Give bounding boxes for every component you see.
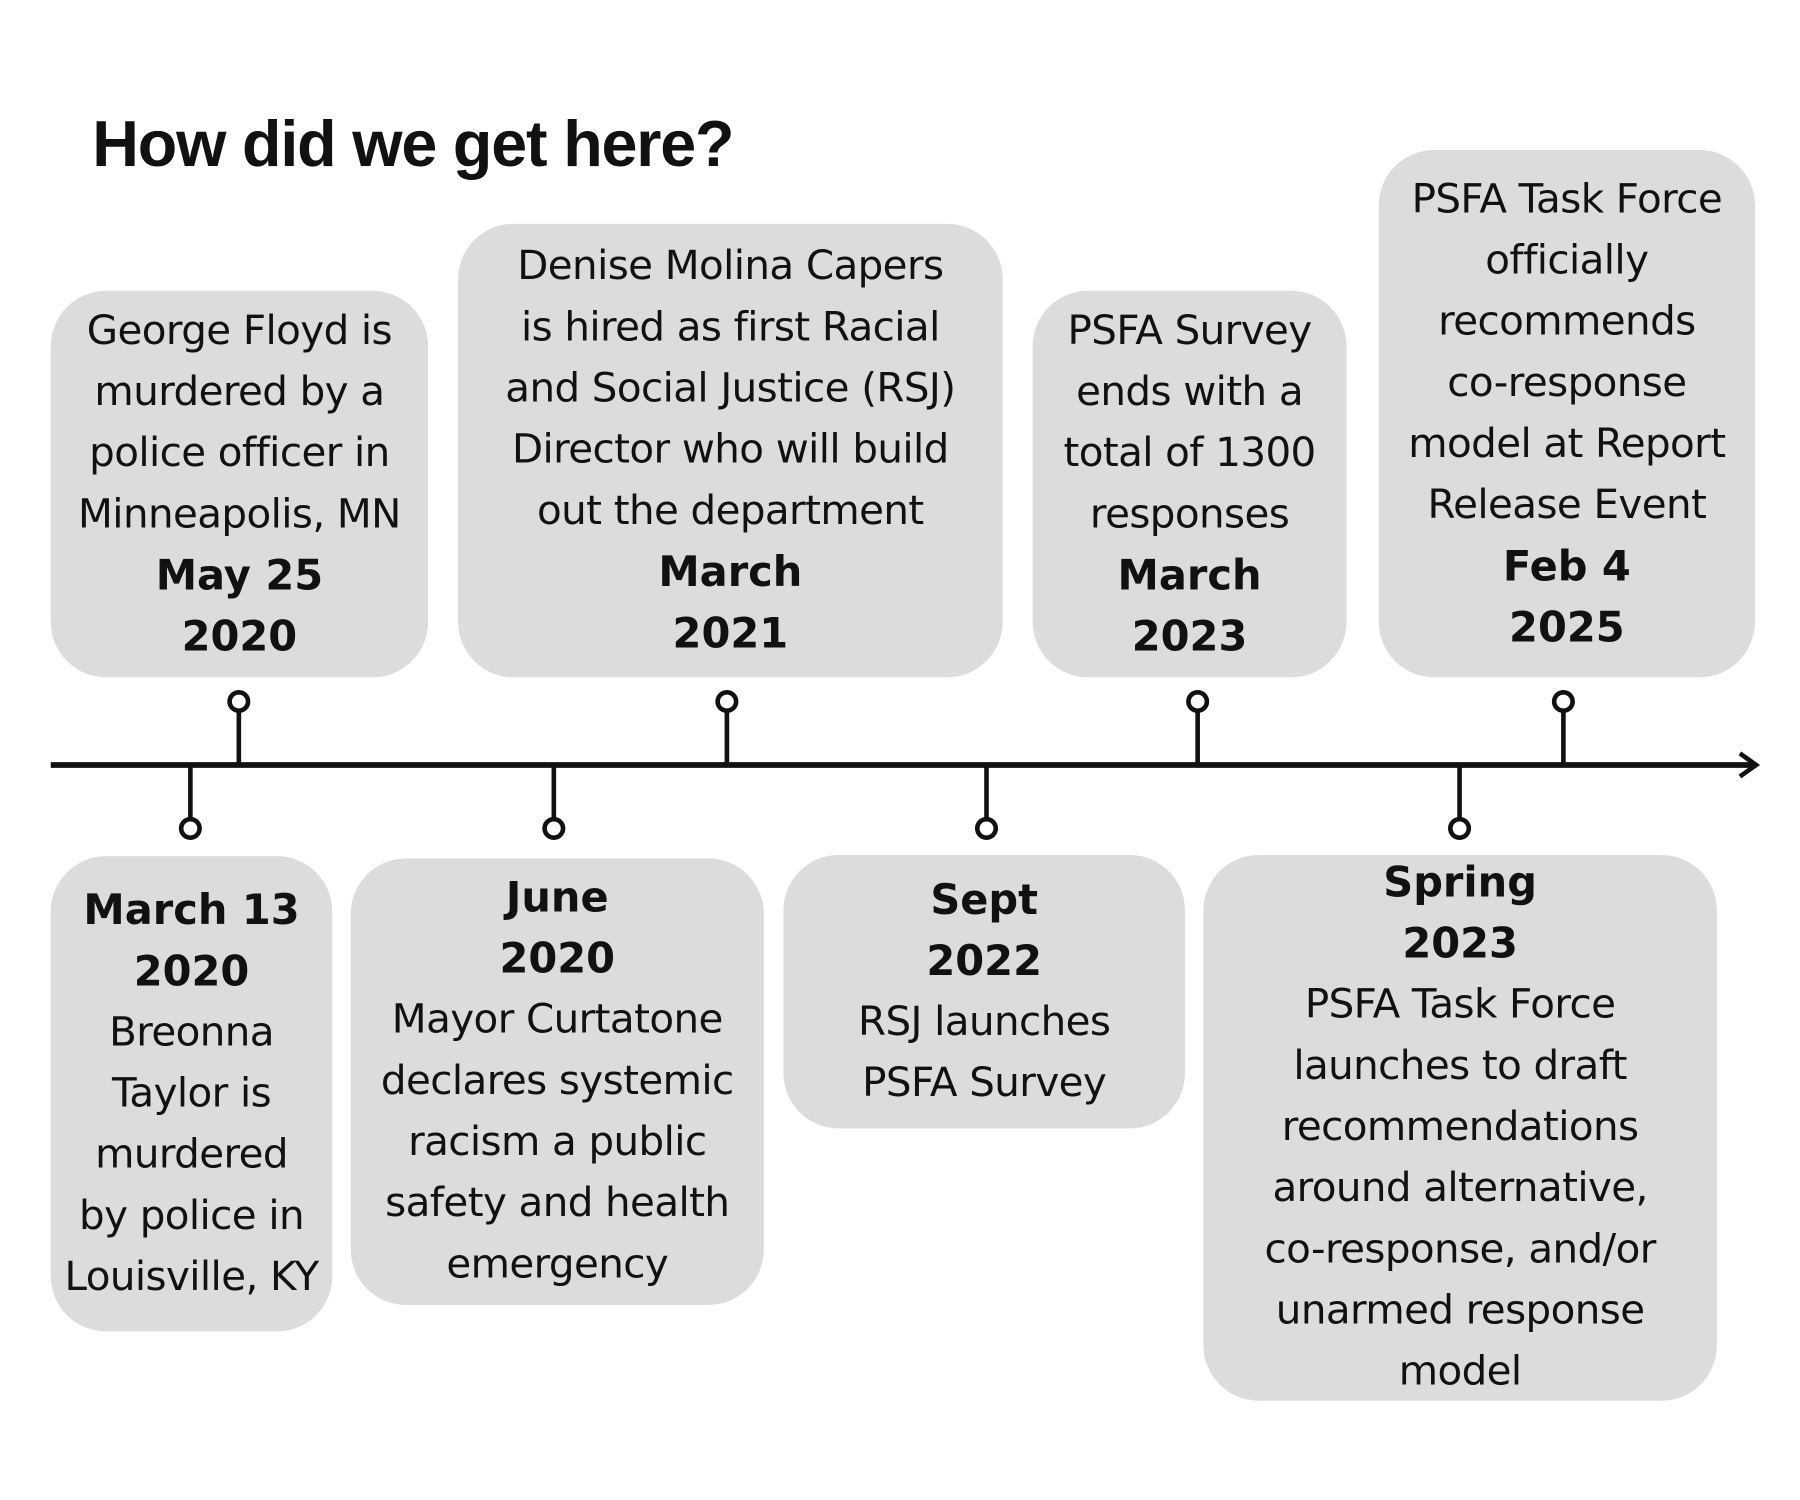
event-date: 2020	[181, 613, 298, 661]
event-date: 2022	[926, 937, 1042, 985]
event-description: officially	[1485, 237, 1649, 284]
event-date: 2025	[1509, 604, 1625, 652]
event-date: 2023	[1402, 920, 1518, 969]
event-card: Spring 2023 PSFA Task Force launches to dra…	[1203, 854, 1717, 1401]
marker-circle-icon	[1551, 689, 1575, 714]
event-description: by police in	[79, 1192, 305, 1239]
page-title: How did we get here?	[92, 107, 734, 180]
event-description: model at Report	[1408, 420, 1726, 467]
event-description: Louisville, KY	[64, 1253, 319, 1300]
event-description: declares systemic	[380, 1058, 734, 1105]
marker-circle-icon	[1448, 816, 1472, 840]
marker-circle-icon	[178, 816, 202, 840]
event-description: model	[1398, 1348, 1522, 1395]
event-description: and Social Justice (RSJ)	[505, 365, 956, 412]
event-date: 2021	[672, 610, 789, 658]
event-date: June	[505, 874, 609, 922]
event-date: 2020	[499, 935, 616, 984]
event-description: Minneapolis, MN	[78, 490, 401, 538]
event-card: March 13 2020 Breonna Taylor is murdered by p…	[50, 856, 333, 1332]
event-description: police officer in	[89, 429, 390, 476]
event-description: Breonna	[109, 1008, 274, 1056]
event-description: co-response	[1447, 359, 1687, 406]
event-description: responses	[1089, 490, 1290, 538]
event-card: June 2020 Mayor Curtatone declares systemic…	[350, 858, 764, 1305]
event-description: George Floyd is	[86, 307, 393, 354]
event-description: recommends	[1438, 298, 1696, 345]
marker-circle-icon	[715, 689, 739, 714]
event-card: George Floyd is murdered by a police offic…	[50, 290, 429, 678]
event-date: March 13	[83, 886, 300, 935]
marker-circle-icon	[974, 816, 999, 840]
event-description: Denise Molina Capers	[517, 243, 944, 290]
event-description: co-response, and/or	[1264, 1226, 1656, 1273]
event-description: PSFA Survey	[862, 1059, 1107, 1106]
arrow-head-icon	[1738, 751, 1761, 779]
event-description: Mayor Curtatone	[391, 996, 724, 1044]
event-date: 2020	[133, 947, 250, 996]
event-date: Spring	[1383, 859, 1537, 907]
event-description: unarmed response	[1275, 1287, 1645, 1334]
event-description: total of 1300	[1063, 429, 1316, 476]
event-description: Taylor is	[111, 1070, 272, 1117]
event-description: RSJ launches	[858, 998, 1111, 1045]
event-date: March	[1117, 552, 1262, 600]
event-description: recommendations	[1281, 1104, 1639, 1151]
event-description: murdered	[95, 1131, 288, 1178]
event-card: Sept 2022 RSJ launches PSFA Survey	[783, 854, 1185, 1129]
event-description: out the department	[537, 488, 924, 535]
event-description: Release Event	[1427, 481, 1707, 528]
event-card: PSFA Survey ends with a total of 1300 respo…	[1032, 290, 1347, 678]
event-card: PSFA Task Force officially recommends co-re…	[1378, 149, 1755, 678]
event-card: Denise Molina Capers is hired as first Ra…	[458, 223, 1003, 678]
marker-circle-icon	[542, 816, 566, 840]
event-description: is hired as first Racial	[520, 304, 940, 351]
event-date: Sept	[930, 876, 1039, 924]
event-description: emergency	[446, 1241, 669, 1288]
event-description: Director who will build	[511, 426, 949, 474]
event-description: ends with a	[1076, 368, 1304, 415]
event-description: PSFA Task Force	[1304, 981, 1616, 1029]
event-description: murdered by a	[94, 368, 385, 415]
event-date: Feb 4	[1502, 542, 1631, 591]
event-description: PSFA Task Force	[1411, 175, 1723, 223]
event-date: 2023	[1131, 613, 1248, 661]
marker-circle-icon	[227, 689, 251, 714]
event-date: May 25	[155, 552, 324, 600]
marker-circle-icon	[1186, 689, 1210, 714]
event-description: around alternative,	[1272, 1165, 1648, 1212]
event-description: launches to draft	[1293, 1043, 1627, 1090]
event-date: March	[658, 549, 803, 597]
event-description: safety and health	[385, 1180, 730, 1227]
event-description: racism a public	[408, 1119, 707, 1166]
event-description: PSFA Survey	[1067, 307, 1313, 354]
